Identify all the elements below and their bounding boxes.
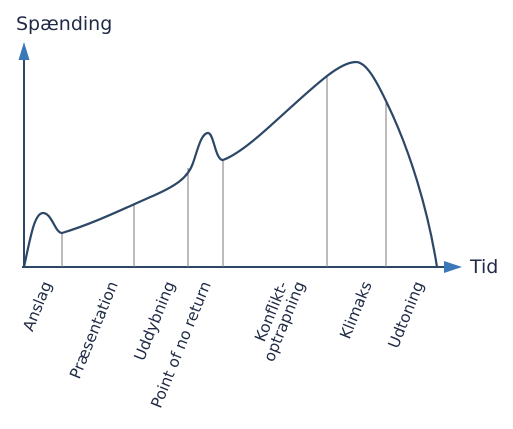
phase-labels: Anslag Præsentation Uddybning Point of n… (19, 279, 427, 411)
x-axis-label: Tid (469, 256, 498, 278)
phase-label-praesentation: Præsentation (66, 279, 121, 382)
phase-label-anslag: Anslag (19, 279, 55, 334)
phase-label-klimaks: Klimaks (336, 279, 375, 342)
y-axis-label: Spænding (16, 13, 112, 35)
phase-dividers (61, 76, 387, 267)
x-axis-arrow-icon (444, 261, 462, 273)
tension-curve (22, 60, 439, 269)
y-axis-arrow-icon (18, 42, 30, 60)
phase-label-udtoning: Udtoning (385, 279, 428, 351)
